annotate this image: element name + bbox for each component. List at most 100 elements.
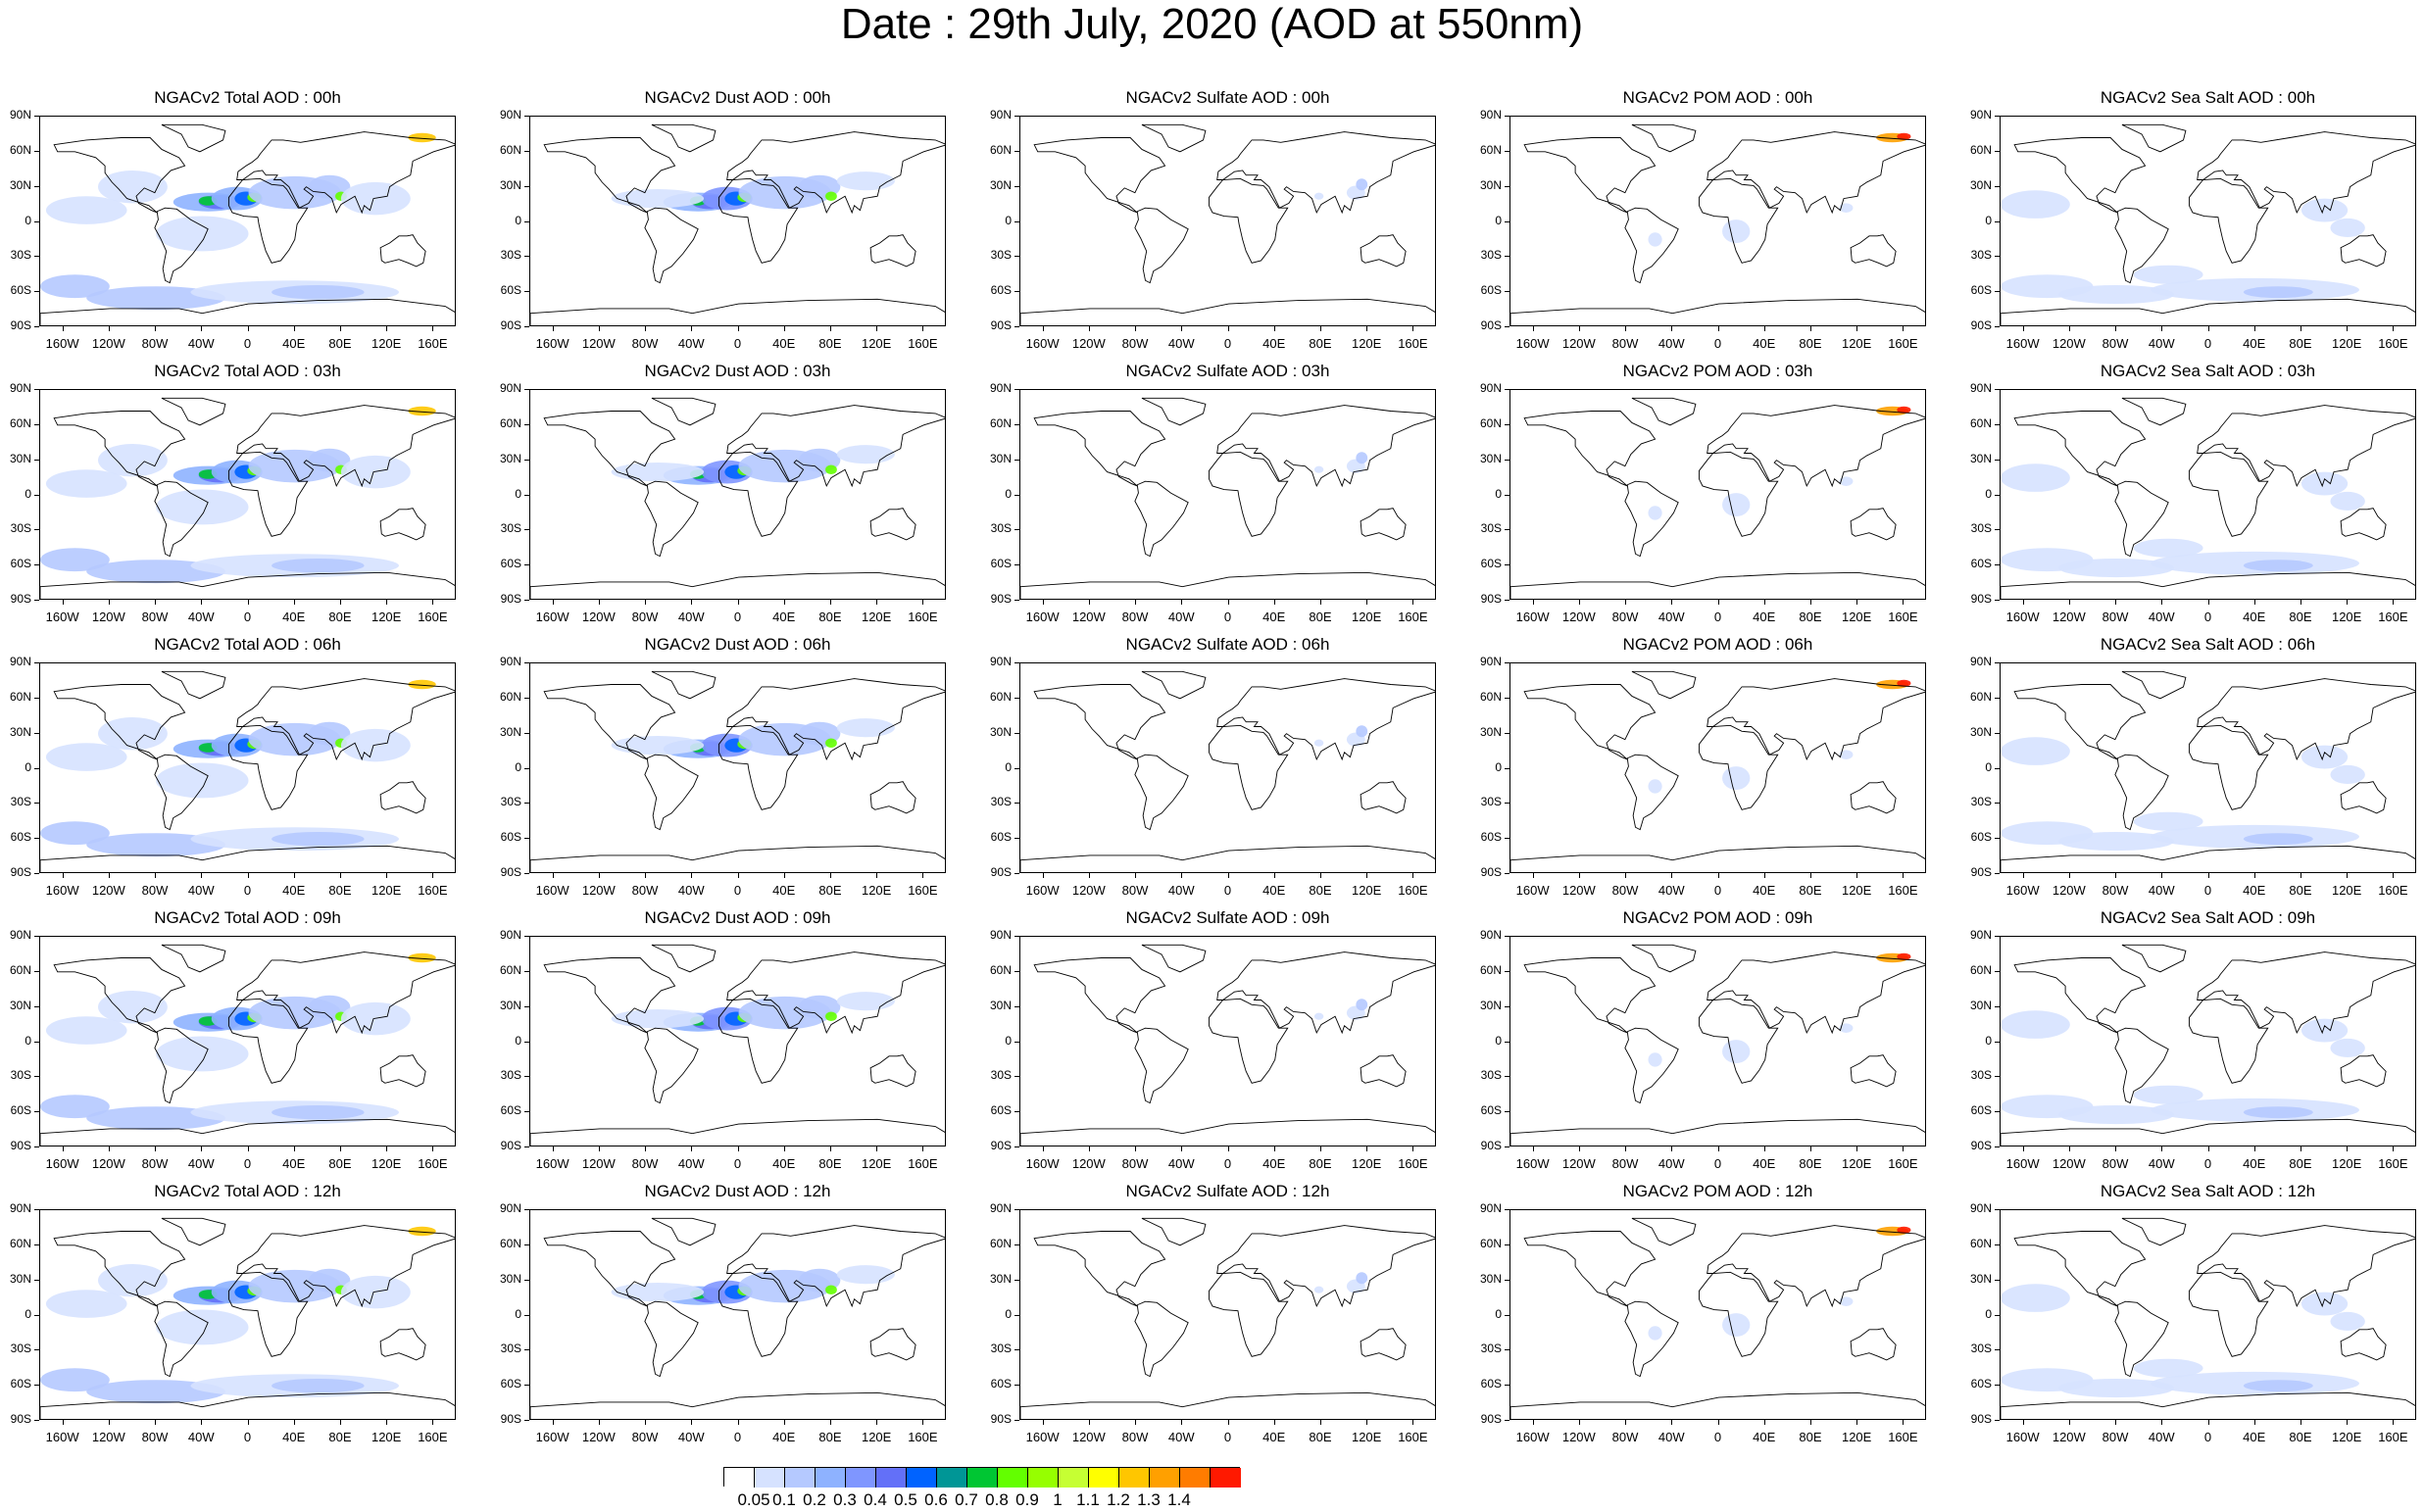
coastline xyxy=(651,123,717,153)
lat-tick-label: 30N xyxy=(9,451,31,465)
lat-tick xyxy=(1014,423,1019,425)
map-panel: NGACv2 POM AOD : 12h 90N 60N 30N 0 30S 60S 90S 1… xyxy=(1470,1182,1965,1451)
lat-tick-label: 60S xyxy=(10,557,31,571)
coastline xyxy=(644,754,699,831)
lat-tick-label: 60N xyxy=(1969,689,1992,704)
coastline xyxy=(2013,411,2147,487)
lon-tick-label: 160W xyxy=(535,883,569,898)
coastline xyxy=(1850,508,1897,541)
lon-tick-label: 160W xyxy=(2005,1156,2040,1171)
lat-tick-label: 30S xyxy=(500,248,521,263)
lon-tick xyxy=(386,1420,388,1425)
lon-tick xyxy=(1532,326,1534,331)
lon-tick-label: 120E xyxy=(1841,883,1872,898)
lat-tick xyxy=(34,389,39,390)
lat-tick-label: 90S xyxy=(10,865,31,879)
colorbar-label: 1 xyxy=(1053,1490,1063,1509)
lon-tick-label: 0 xyxy=(2203,883,2212,898)
coastline xyxy=(1033,684,1166,760)
coastline xyxy=(717,177,799,264)
lon-tick-label: 0 xyxy=(243,610,252,624)
coastline xyxy=(1360,234,1407,268)
lat-tick xyxy=(34,936,39,937)
lat-tick xyxy=(1505,1279,1509,1281)
lon-tick-label: 120E xyxy=(2331,336,2362,351)
map-plot-area xyxy=(1019,389,1436,600)
colorbar-cell xyxy=(1150,1468,1180,1488)
coastline xyxy=(1631,123,1697,153)
coastline xyxy=(2114,480,2169,558)
lat-tick xyxy=(34,697,39,699)
lon-tick xyxy=(2347,1146,2349,1151)
lat-tick-label: 30S xyxy=(990,248,1012,263)
lon-tick xyxy=(201,1146,203,1151)
lon-tick xyxy=(1671,1420,1673,1425)
coastline xyxy=(1141,1217,1207,1246)
lon-tick xyxy=(1181,326,1183,331)
coastline xyxy=(154,1027,209,1104)
lat-tick-label: 0 xyxy=(1005,1306,1012,1321)
lon-tick xyxy=(432,326,434,331)
lon-tick xyxy=(1366,600,1368,605)
lat-tick xyxy=(1995,1279,2000,1281)
lat-tick xyxy=(1995,838,2000,840)
lon-tick-label: 40E xyxy=(282,1156,306,1171)
lon-tick xyxy=(1135,1420,1137,1425)
panel-title: NGACv2 Sea Salt AOD : 09h xyxy=(2100,908,2316,927)
lon-tick xyxy=(2115,600,2117,605)
lon-tick-label: 120E xyxy=(1841,336,1872,351)
lat-tick-label: 90S xyxy=(500,318,521,332)
lon-tick xyxy=(1135,600,1137,605)
coastline xyxy=(1707,951,1925,1035)
map-plot-area xyxy=(529,389,946,600)
coastline xyxy=(1208,177,1289,264)
panel-title: NGACv2 POM AOD : 12h xyxy=(1622,1182,1813,1200)
lat-tick-label: 30S xyxy=(10,521,31,536)
coastline xyxy=(2013,957,2147,1034)
lat-tick-label: 30S xyxy=(10,795,31,809)
lat-tick-label: 60S xyxy=(1970,1103,1992,1118)
lon-tick xyxy=(829,1146,831,1151)
aod-field xyxy=(2001,1284,2070,1312)
lon-tick-label: 120W xyxy=(581,883,616,898)
coastline xyxy=(40,845,455,872)
lat-tick-label: 0 xyxy=(515,1306,521,1321)
lon-tick xyxy=(691,873,693,878)
lon-tick-label: 160E xyxy=(908,1430,938,1444)
coastline xyxy=(1707,678,1925,761)
lat-tick-label: 60N xyxy=(499,1236,521,1250)
coastline xyxy=(1134,754,1189,831)
aod-field xyxy=(98,990,168,1024)
coastline xyxy=(1208,451,1289,537)
lon-tick-label: 0 xyxy=(1713,883,1722,898)
lon-tick-label: 40E xyxy=(1753,610,1776,624)
lon-tick xyxy=(1319,326,1321,331)
panel-title: NGACv2 Total AOD : 06h xyxy=(154,635,341,654)
lon-tick xyxy=(829,873,831,878)
lon-tick xyxy=(432,873,434,878)
lat-tick xyxy=(34,494,39,496)
lon-tick-label: 120E xyxy=(2331,610,2362,624)
lat-tick-label: 30S xyxy=(500,521,521,536)
lat-tick xyxy=(1995,970,2000,972)
lon-tick xyxy=(922,600,924,605)
lon-tick-label: 40W xyxy=(2148,610,2175,624)
lat-tick-label: 60N xyxy=(9,415,31,430)
lon-tick-label: 0 xyxy=(1713,1156,1722,1171)
coastline xyxy=(2188,724,2269,810)
lat-tick-label: 60N xyxy=(1479,962,1502,977)
lat-tick xyxy=(1014,150,1019,152)
map-panel: NGACv2 Dust AOD : 00h 90N 60N 30N 0 30S 60S 90S… xyxy=(490,88,985,358)
aod-field xyxy=(1313,739,1324,747)
lon-tick xyxy=(1366,1420,1368,1425)
lat-tick xyxy=(1505,732,1509,734)
lon-tick xyxy=(1856,600,1858,605)
colorbar-label: 1.1 xyxy=(1076,1490,1100,1509)
lat-tick xyxy=(1014,662,1019,663)
lon-tick xyxy=(645,326,647,331)
coastline xyxy=(40,1391,455,1419)
lat-tick xyxy=(1995,697,2000,699)
lat-tick xyxy=(34,970,39,972)
lat-tick-label: 90N xyxy=(1479,928,1502,942)
lon-tick xyxy=(829,326,831,331)
